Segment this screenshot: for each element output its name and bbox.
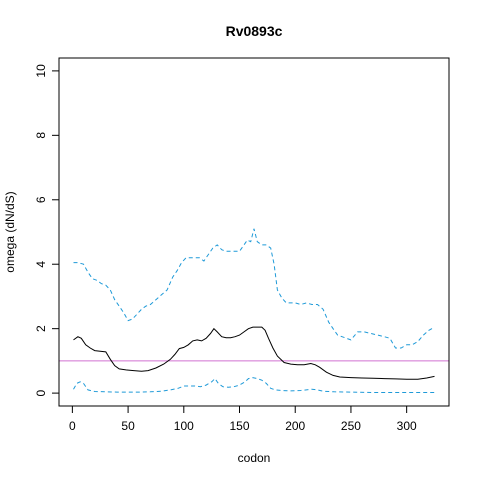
y-tick-label: 0	[34, 389, 48, 396]
y-tick-label: 4	[34, 261, 48, 268]
x-tick-label: 200	[285, 419, 305, 433]
x-tick-label: 50	[121, 419, 135, 433]
series-line-upper-bound	[73, 228, 435, 349]
plot-frame	[58, 57, 450, 407]
series-line-lower-bound	[73, 377, 435, 393]
y-tick-label: 8	[34, 132, 48, 139]
series-lines	[73, 228, 435, 393]
y-tick-label: 6	[34, 196, 48, 203]
x-tick-label: 250	[341, 419, 361, 433]
axis-ticks: 0 50 100 150 200 250 300 0 2 4 6 8 10	[34, 64, 417, 433]
x-tick-label: 300	[397, 419, 417, 433]
x-tick-label: 0	[69, 419, 76, 433]
y-tick-label: 10	[34, 64, 48, 78]
chart-title: Rv0893c	[226, 23, 283, 39]
y-tick-label: 2	[34, 325, 48, 332]
x-tick-label: 150	[229, 419, 249, 433]
x-axis-label: codon	[238, 451, 271, 465]
y-axis-label: omega (dN/dS)	[3, 191, 17, 272]
x-tick-label: 100	[174, 419, 194, 433]
series-line-estimate	[73, 326, 435, 380]
